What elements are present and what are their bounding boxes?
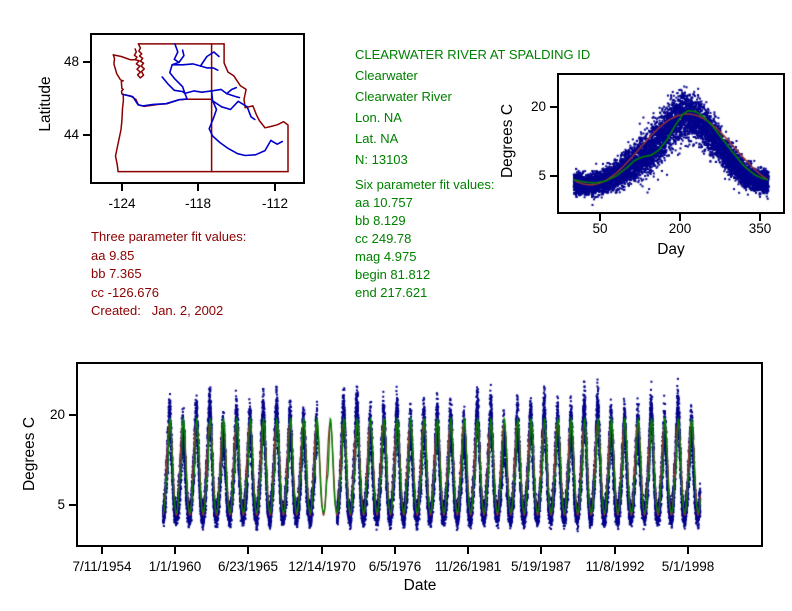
tick-mark	[394, 547, 396, 554]
three-param-header: Three parameter fit values:	[91, 229, 247, 244]
timeseries-xtick-label: 1/1/1960	[148, 559, 202, 574]
tick-mark	[174, 547, 176, 554]
tick-mark	[614, 547, 616, 554]
map-frame	[90, 33, 305, 184]
timeseries-xtick-label: 5/1/1998	[661, 559, 715, 574]
map-xtick-label: -112	[261, 196, 289, 211]
station-info-text: CLEARWATER RIVER AT SPALDING ID Clearwat…	[355, 44, 590, 302]
six-param-header: Six parameter fit values:	[355, 177, 495, 192]
tick-mark	[599, 214, 601, 221]
map-ytick-label-44: 44	[63, 127, 79, 142]
six-param-value: begin 81.812	[355, 267, 431, 282]
tick-mark	[69, 504, 76, 506]
station-line: Clearwater River	[355, 89, 452, 104]
timeseries-x-axis-title: Date	[403, 577, 437, 594]
map-xtick-label: -124	[108, 196, 136, 211]
station-line: Clearwater	[355, 68, 418, 83]
map-canvas	[112, 43, 289, 173]
seasonal-scatter-canvas	[559, 75, 783, 212]
timeseries-xtick-label: 11/8/1992	[585, 559, 645, 574]
tick-mark	[540, 547, 542, 554]
seasonal-frame	[557, 73, 785, 214]
map-y-axis-title: Latitude	[37, 76, 54, 132]
timeseries-xtick-label: 11/26/1981	[434, 559, 502, 574]
tick-mark	[83, 61, 90, 63]
station-title: CLEARWATER RIVER AT SPALDING ID	[355, 47, 591, 62]
tick-mark	[467, 547, 469, 554]
tick-mark	[759, 214, 761, 221]
timeseries-xtick-label: 7/11/1954	[72, 559, 132, 574]
three-param-value: aa 9.85	[91, 247, 135, 263]
seasonal-xtick-label: 350	[748, 221, 772, 236]
timeseries-ytick-label-20: 20	[49, 407, 65, 422]
seasonal-y-axis-title: Degrees C	[499, 103, 516, 179]
timeseries-ytick-label-5: 5	[57, 497, 65, 512]
three-param-value: cc -126.676	[91, 284, 159, 300]
tick-mark	[197, 184, 199, 191]
tick-mark	[550, 175, 557, 177]
timeseries-xtick-label: 12/14/1970	[288, 559, 356, 574]
station-sample-count: N: 13103	[355, 152, 408, 167]
created-date: Created: Jan. 2, 2002	[91, 303, 224, 318]
tick-mark	[83, 134, 90, 136]
map-ytick-label-48: 48	[63, 54, 79, 69]
timeseries-xtick-label: 6/5/1976	[368, 559, 422, 574]
timeseries-frame	[76, 362, 763, 547]
three-param-fit-text: Three parameter fit values: aa 9.85 bb 7…	[91, 228, 246, 321]
three-param-value: bb 7.365	[91, 266, 142, 281]
timeseries-scatter-canvas	[78, 364, 761, 545]
six-param-value: end 217.621	[355, 285, 428, 300]
tick-mark	[550, 106, 557, 108]
seasonal-ytick-label-20: 20	[530, 99, 546, 114]
tick-mark	[247, 547, 249, 554]
timeseries-xtick-label: 6/23/1965	[217, 559, 279, 574]
station-line: Lon. NA	[355, 110, 402, 125]
seasonal-xtick-label: 200	[668, 221, 692, 236]
seasonal-xtick-label: 50	[592, 221, 608, 236]
tick-mark	[101, 547, 103, 554]
tick-mark	[274, 184, 276, 191]
six-param-value: mag 4.975	[355, 249, 417, 264]
six-param-value: cc 249.78	[355, 231, 412, 246]
timeseries-xtick-label: 5/19/1987	[510, 559, 572, 574]
tick-mark	[321, 547, 323, 554]
six-param-value: bb 8.129	[355, 213, 406, 228]
seasonal-ytick-label-5: 5	[538, 168, 546, 183]
timeseries-y-axis-title: Degrees C	[21, 416, 38, 492]
tick-mark	[679, 214, 681, 221]
six-param-value: aa 10.757	[355, 195, 413, 210]
map-xtick-label: -118	[184, 196, 212, 211]
station-line: Lat. NA	[355, 131, 399, 146]
tick-mark	[687, 547, 689, 554]
seasonal-x-axis-title: Day	[657, 241, 685, 258]
tick-mark	[121, 184, 123, 191]
tick-mark	[69, 414, 76, 416]
